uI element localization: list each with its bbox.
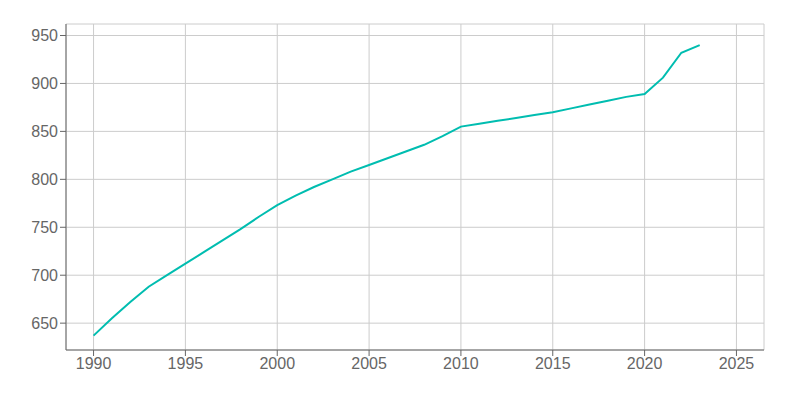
svg-text:750: 750 [31, 219, 58, 236]
svg-text:850: 850 [31, 123, 58, 140]
svg-text:900: 900 [31, 75, 58, 92]
svg-text:2015: 2015 [535, 355, 571, 372]
svg-text:1990: 1990 [76, 355, 112, 372]
svg-text:800: 800 [31, 171, 58, 188]
svg-text:2005: 2005 [351, 355, 387, 372]
svg-text:2000: 2000 [259, 355, 295, 372]
svg-text:650: 650 [31, 315, 58, 332]
svg-text:1995: 1995 [168, 355, 204, 372]
svg-text:700: 700 [31, 267, 58, 284]
svg-text:2020: 2020 [627, 355, 663, 372]
svg-text:2025: 2025 [719, 355, 755, 372]
svg-text:950: 950 [31, 27, 58, 44]
svg-text:2010: 2010 [443, 355, 479, 372]
